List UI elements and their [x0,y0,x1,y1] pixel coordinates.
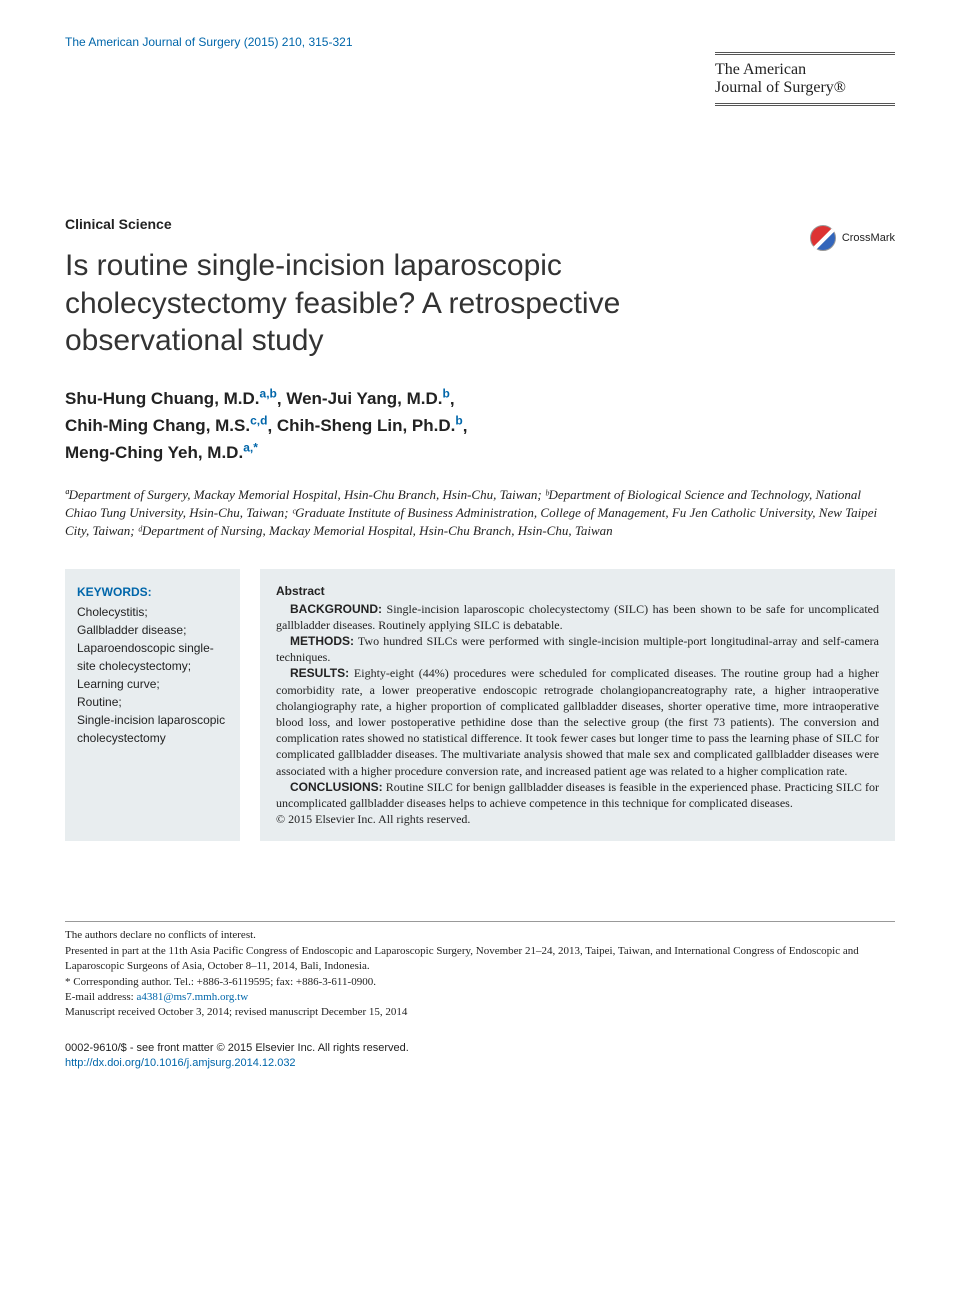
email-link[interactable]: a4381@ms7.mmh.org.tw [136,991,248,1003]
footnotes: The authors declare no conflicts of inte… [65,921,895,1020]
journal-name-line2: Journal of Surgery® [715,79,895,97]
keyword: Routine; [77,693,228,711]
crossmark-label: CrossMark [842,232,895,244]
crossmark-badge[interactable]: CrossMark [810,225,895,251]
keyword: Laparoendoscopic single-site cholecystec… [77,639,228,675]
doi-link[interactable]: http://dx.doi.org/10.1016/j.amjsurg.2014… [65,1056,895,1071]
issn-line: 0002-9610/$ - see front matter © 2015 El… [65,1041,895,1056]
affiliations: ªDepartment of Surgery, Mackay Memorial … [65,486,895,541]
presented-at: Presented in part at the 11th Asia Pacif… [65,944,895,975]
author: Shu-Hung Chuang, M.D.a,b [65,389,277,408]
corresponding-author: * Corresponding author. Tel.: +886-3-611… [65,975,895,990]
article-title: Is routine single-incision laparoscopic … [65,247,705,360]
abstract-conclusions: CONCLUSIONS: Routine SILC for benign gal… [276,779,879,811]
email-line: E-mail address: a4381@ms7.mmh.org.tw [65,990,895,1005]
authors-list: Shu-Hung Chuang, M.D.a,b, Wen-Jui Yang, … [65,385,895,466]
manuscript-dates: Manuscript received October 3, 2014; rev… [65,1005,895,1020]
keyword: Gallbladder disease; [77,621,228,639]
abstract-results: RESULTS: Eighty-eight (44%) procedures w… [276,665,879,778]
keyword: Cholecystitis; [77,603,228,621]
journal-name-line1: The American [715,61,895,79]
conflict-statement: The authors declare no conflicts of inte… [65,928,895,943]
abstract-title: Abstract [276,583,879,599]
author: Meng-Ching Yeh, M.D.a,* [65,443,258,462]
keywords-box: KEYWORDS: Cholecystitis; Gallbladder dis… [65,569,240,842]
abstract-box: Abstract BACKGROUND: Single-incision lap… [260,569,895,842]
citation-header: The American Journal of Surgery (2015) 2… [65,35,895,49]
keyword: Learning curve; [77,675,228,693]
bottom-meta: 0002-9610/$ - see front matter © 2015 El… [65,1041,895,1072]
section-label: Clinical Science [65,216,895,232]
keyword: Single-incision laparoscopic cholecystec… [77,711,228,747]
author: Chih-Ming Chang, M.S.c,d [65,416,267,435]
abstract-methods: METHODS: Two hundred SILCs were performe… [276,633,879,665]
journal-header: The American Journal of Surgery® [715,52,895,106]
author: Chih-Sheng Lin, Ph.D.b [277,416,463,435]
crossmark-icon [810,225,836,251]
abstract-copyright: © 2015 Elsevier Inc. All rights reserved… [276,811,879,827]
keywords-title: KEYWORDS: [77,583,228,601]
abstract-background: BACKGROUND: Single-incision laparoscopic… [276,601,879,633]
author: Wen-Jui Yang, M.D.b [286,389,450,408]
